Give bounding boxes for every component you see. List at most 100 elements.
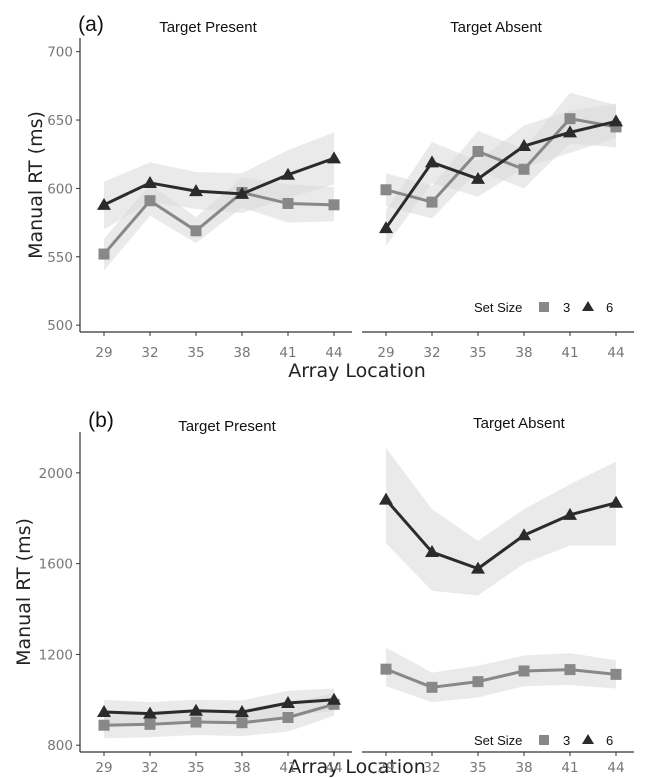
point-triangle-set-size-6: [189, 184, 203, 197]
point-square-set-size-3: [98, 248, 110, 260]
x-axis-title: Array Location: [288, 756, 426, 778]
x-tick-label: 44: [607, 760, 624, 776]
legend: Set Size 3 6: [474, 300, 613, 315]
y-tick-label: 500: [47, 318, 73, 334]
point-square-set-size-3: [610, 121, 622, 133]
legend-title: Set Size: [474, 733, 522, 748]
point-square-set-size-3: [328, 199, 340, 211]
legend-label-6: 6: [606, 300, 613, 315]
point-triangle-set-size-6: [327, 692, 341, 705]
x-tick-label: 44: [325, 760, 342, 776]
point-square-set-size-3: [282, 712, 294, 724]
y-tick-label: 700: [47, 45, 73, 61]
point-triangle-set-size-6: [425, 545, 439, 558]
y-axis-title: Manual RT (ms): [13, 518, 35, 666]
ci-ribbon-set-size-6: [104, 132, 334, 230]
x-tick-label: 41: [561, 760, 578, 776]
point-triangle-set-size-6: [471, 561, 485, 574]
point-square-set-size-3: [144, 195, 156, 207]
point-triangle-set-size-6: [97, 705, 111, 718]
y-tick-label: 550: [47, 250, 73, 266]
point-triangle-set-size-6: [471, 171, 485, 184]
x-tick-label: 35: [469, 760, 486, 776]
x-tick-label: 29: [377, 345, 394, 361]
facet-title: Target Absent: [450, 19, 543, 36]
point-square-set-size-3: [282, 197, 294, 209]
panel-b: (b) Manual RT (ms) Array Location 800 1200 16…: [13, 409, 634, 778]
legend-label-3: 3: [563, 733, 570, 748]
y-tick-label: 800: [47, 738, 73, 754]
facet-target-absent: Target Absent 29 32 35 38 41 44: [362, 415, 634, 776]
point-triangle-set-size-6: [379, 492, 393, 505]
point-triangle-set-size-6: [235, 186, 249, 199]
legend-triangle-icon: [582, 301, 594, 311]
legend-triangle-icon: [582, 734, 594, 744]
facet-title: Target Absent: [473, 415, 566, 432]
point-square-set-size-3: [518, 163, 530, 175]
panel-label: (b): [88, 409, 114, 432]
point-square-set-size-3: [190, 225, 202, 237]
line-set-size-3: [385, 667, 617, 689]
y-tick-label: 600: [47, 181, 73, 197]
legend-label-3: 3: [563, 300, 570, 315]
point-triangle-set-size-6: [189, 703, 203, 716]
x-tick-label: 32: [423, 345, 440, 361]
point-square-set-size-3: [564, 113, 576, 125]
point-square-set-size-3: [190, 716, 202, 728]
point-triangle-set-size-6: [609, 114, 623, 127]
x-tick-label: 41: [279, 760, 296, 776]
point-square-set-size-3: [518, 665, 530, 677]
point-triangle-set-size-6: [97, 197, 111, 210]
point-square-set-size-3: [144, 718, 156, 730]
x-tick-label: 29: [95, 345, 112, 361]
y-tick-label: 1200: [39, 647, 73, 663]
point-triangle-set-size-6: [563, 507, 577, 520]
line-set-size-6: [103, 156, 335, 207]
point-triangle-set-size-6: [235, 705, 249, 718]
x-tick-label: 32: [141, 345, 158, 361]
y-tick-label: 1600: [39, 557, 73, 573]
x-tick-label: 38: [233, 760, 250, 776]
ci-ribbon-set-size-6: [386, 447, 616, 596]
x-tick-label: 38: [233, 345, 250, 361]
point-square-set-size-3: [472, 676, 484, 688]
point-triangle-set-size-6: [379, 221, 393, 234]
x-tick-label: 41: [561, 345, 578, 361]
x-tick-label: 35: [469, 345, 486, 361]
point-square-set-size-3: [98, 719, 110, 731]
x-tick-label: 35: [187, 760, 204, 776]
line-set-size-3: [385, 117, 617, 204]
facet-target-present: Target Present 29 32 35 38 41 44: [79, 418, 352, 776]
point-triangle-set-size-6: [143, 175, 157, 188]
y-axis-title: Manual RT (ms): [25, 111, 47, 259]
point-square-set-size-3: [380, 184, 392, 196]
legend-square-icon: [539, 735, 549, 745]
legend-title: Set Size: [474, 300, 522, 315]
line-set-size-6: [384, 119, 617, 229]
point-triangle-set-size-6: [425, 155, 439, 168]
x-tick-label: 41: [279, 345, 296, 361]
x-tick-label: 38: [515, 345, 532, 361]
panel-label: (a): [78, 13, 104, 36]
point-triangle-set-size-6: [281, 167, 295, 180]
x-tick-label: 35: [187, 345, 204, 361]
point-triangle-set-size-6: [327, 151, 341, 164]
point-triangle-set-size-6: [609, 495, 623, 508]
line-set-size-6: [384, 498, 617, 571]
x-tick-label: 32: [423, 760, 440, 776]
point-square-set-size-3: [380, 663, 392, 675]
point-triangle-set-size-6: [143, 706, 157, 719]
point-square-set-size-3: [236, 717, 248, 729]
point-triangle-set-size-6: [563, 125, 577, 138]
facet-title: Target Present: [178, 418, 276, 435]
point-triangle-set-size-6: [281, 695, 295, 708]
point-square-set-size-3: [426, 681, 438, 693]
line-set-size-3: [102, 191, 335, 256]
ci-ribbon-set-size-6: [104, 688, 334, 725]
x-tick-label: 29: [95, 760, 112, 776]
point-square-set-size-3: [426, 196, 438, 208]
legend: Set Size 3 6: [474, 733, 613, 748]
panel-a: (a) Manual RT (ms) Array Location 500 550 600…: [25, 13, 634, 382]
point-square-set-size-3: [610, 668, 622, 680]
facet-title: Target Present: [159, 19, 257, 36]
